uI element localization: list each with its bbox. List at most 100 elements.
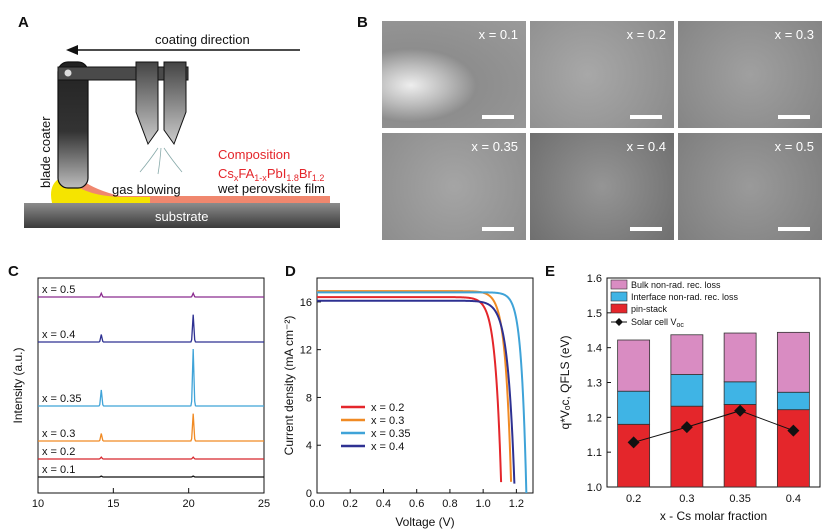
series-label: x = 0.3 [42,428,75,440]
y-tick-label: 1.3 [587,378,602,390]
bar-segment [776,391,810,411]
y-tick-label: 1.6 [587,273,602,285]
scale-bar [630,227,662,231]
x-tick-label: 1.2 [509,498,524,510]
x-axis-label: Voltage (V) [395,515,454,529]
x-tick-label: 0.35 [729,493,750,505]
y-axis-label: Current density (mA cm⁻²) [282,316,296,456]
jv-curve [317,299,516,484]
legend-swatch [610,303,628,314]
jv-curve [317,296,503,483]
series-label: x = 0.1 [42,464,75,476]
substrate-layer [24,203,340,228]
legend-label: x = 0.4 [371,441,404,453]
panel-e: E 1.0 1.1 1.2 1.3 1.4 1.5 1.6 0.2 0.3 0.35 0.4 x - … [545,255,831,531]
jv-curve [317,290,513,482]
xrd-trace [38,291,264,298]
voc-marker [734,404,747,417]
bar-segment [776,331,810,393]
series-label: x = 0.35 [42,393,81,405]
legend-label: Solar cell Voc [631,317,684,329]
legend-label: x = 0.2 [371,402,404,414]
voc-marker [680,421,693,434]
y-tick-label: 4 [306,440,312,452]
film-label: wet perovskite film [217,181,325,196]
panel-d-label: D [285,263,296,280]
voltage-loss-chart: 1.0 1.1 1.2 1.3 1.4 1.5 1.6 0.2 0.3 0.35 0.4 x - Cs… [558,273,821,523]
xrd-trace [38,456,264,460]
xrd-trace [38,314,264,343]
blade-label: blade coater [38,116,53,188]
legend-swatch [610,279,628,290]
x-tick-label: 20 [183,498,195,510]
y-tick-label: 16 [300,297,312,309]
panel-b-label: B [357,14,368,31]
y-tick-label: 1.5 [587,308,602,320]
voc-marker [627,436,640,449]
x-tick-label: 0.3 [679,493,694,505]
bar-segment [670,405,704,488]
bar-segment [670,374,704,407]
y-tick-label: 0 [306,488,312,500]
panel-b: B x = 0.1 x = 0.2 x = 0.3 x = 0.35 x = 0… [355,0,831,250]
scale-bar [482,115,514,119]
bar-segment [723,332,757,383]
panel-c-label: C [8,263,19,280]
bar-segment [670,334,704,375]
y-tick-label: 1.0 [587,482,602,494]
composition-title: Composition [218,147,290,162]
sem-label: x = 0.4 [626,139,666,154]
bar-segment [723,381,757,405]
legend-marker [615,318,623,326]
x-tick-label: 0.2 [626,493,641,505]
jv-curve [317,291,528,494]
y-axis-label: Intensity (a.u.) [11,347,25,423]
sem-label: x = 0.1 [478,27,518,42]
legend-label: x = 0.3 [371,415,404,427]
legend-label: Bulk non-rad. rec. loss [631,280,721,290]
scale-bar [778,115,810,119]
wet-meniscus [51,178,150,203]
blade-coating-diagram: coating direction blade coater gas blowi… [24,32,340,228]
sem-label: x = 0.3 [774,27,814,42]
xrd-trace [38,348,264,407]
bar-segment [617,339,651,392]
bar-segment [617,423,651,488]
sem-image-2: x = 0.2 [530,21,674,128]
scale-bar [630,115,662,119]
panel-a: A [0,0,350,250]
sem-image-3: x = 0.3 [678,21,822,128]
x-tick-label: 0.6 [409,498,424,510]
gas-label: gas blowing [112,182,181,197]
voc-line [633,410,794,443]
bar-segment [776,409,810,488]
x-tick-label: 0.4 [376,498,391,510]
scale-bar [482,227,514,231]
series-label: x = 0.4 [42,329,75,341]
x-tick-label: 15 [107,498,119,510]
sem-label: x = 0.2 [626,27,666,42]
panel-d: D 0.0 0.2 0.4 0.6 0.8 1.0 1.2 0 4 8 12 16 Voltage (V… [275,255,545,531]
legend-label: pin-stack [631,304,668,314]
voc-marker [787,424,800,437]
sem-image-6: x = 0.5 [678,133,822,240]
bar-segment [617,390,651,425]
legend-swatch [610,291,628,302]
sem-image-4: x = 0.35 [382,133,526,240]
panel-e-label: E [545,263,556,280]
xrd-trace [38,413,264,442]
panel-c: C 10 15 20 25 Intensity (a.u.) x = 0.1 x = 0.2… [0,255,275,531]
x-tick-label: 25 [258,498,270,510]
substrate-label: substrate [155,209,208,224]
y-tick-label: 1.1 [587,447,602,459]
legend-label: Interface non-rad. rec. loss [631,292,739,302]
sem-label: x = 0.35 [471,139,518,154]
sem-label: x = 0.5 [774,139,814,154]
panel-a-label: A [18,14,29,31]
series-label: x = 0.2 [42,446,75,458]
series-label: x = 0.5 [42,284,75,296]
blade-coater [57,61,89,189]
sem-image-1: x = 0.1 [382,21,526,128]
scale-bar [778,227,810,231]
x-tick-label: 1.0 [476,498,491,510]
